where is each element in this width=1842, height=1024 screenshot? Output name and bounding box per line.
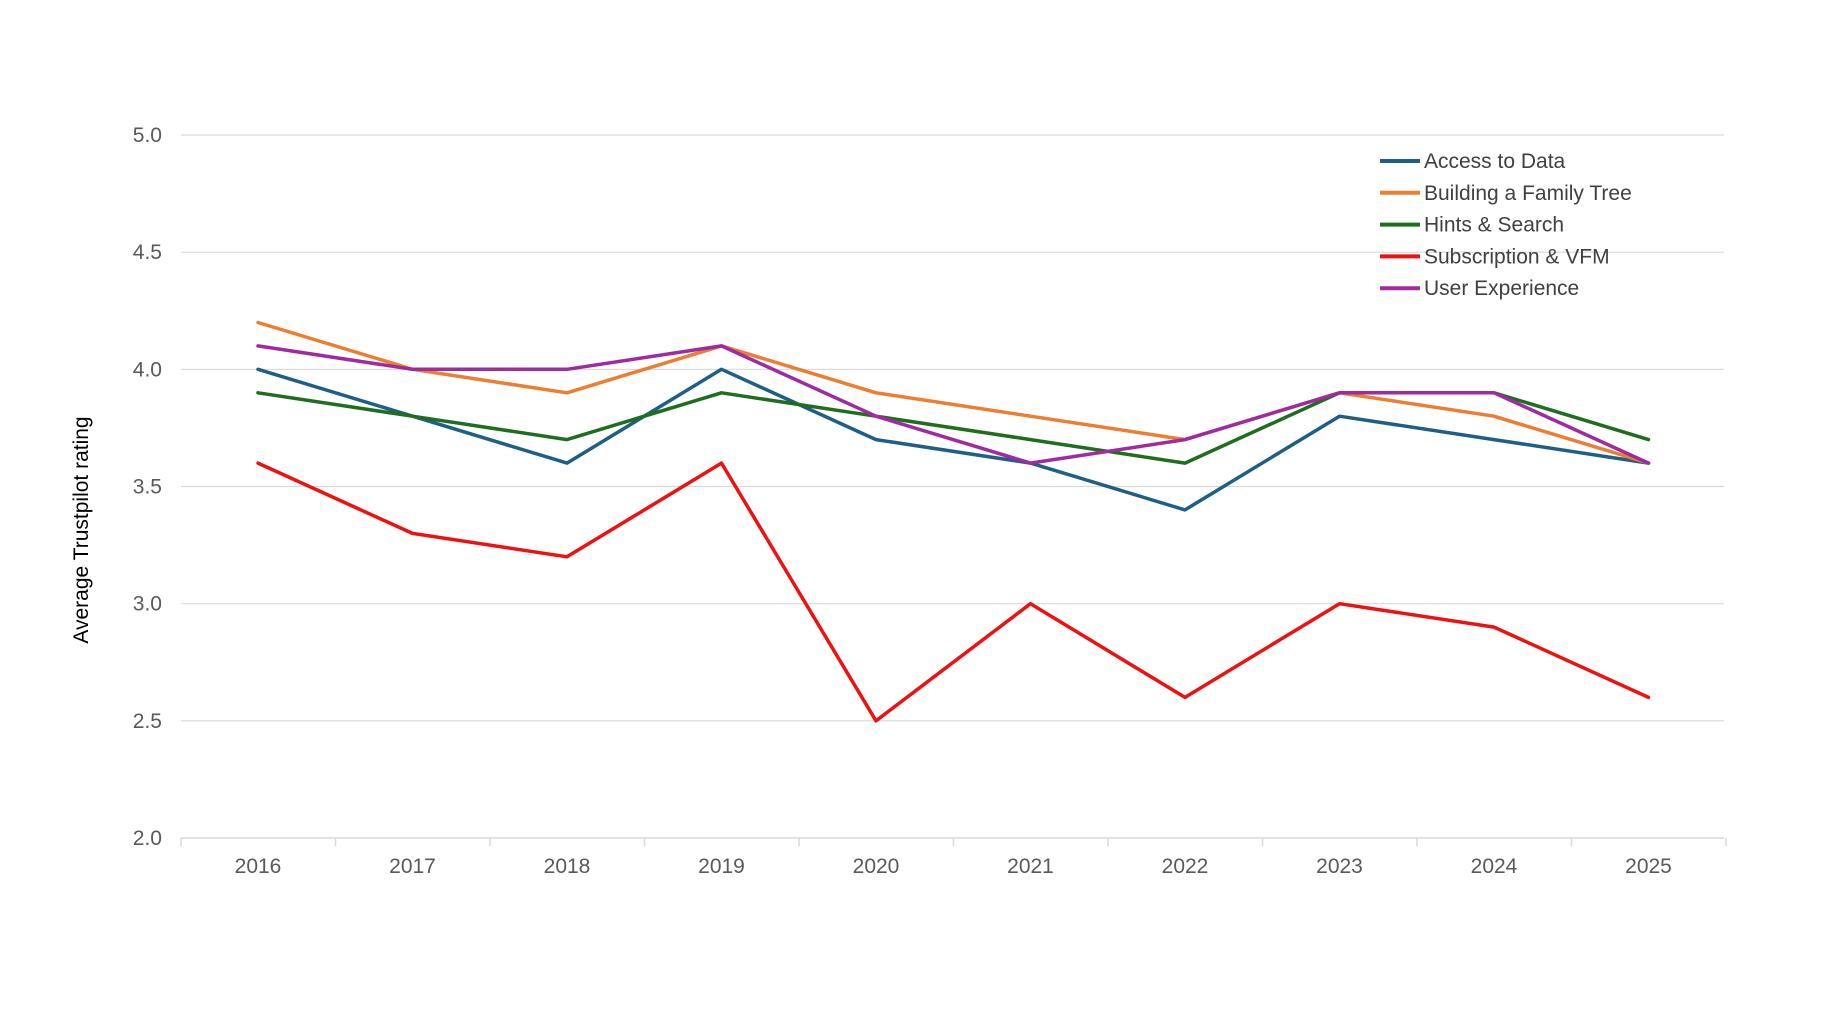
x-tick-label: 2019 <box>698 855 745 878</box>
y-axis-title: Average Trustpilot rating <box>70 416 93 643</box>
legend-label: Subscription & VFM <box>1424 245 1610 268</box>
x-tick-label: 2024 <box>1471 855 1518 878</box>
x-axis-tick-labels: 2016 2017 2018 2019 2020 2021 2022 2023 2024 2025 <box>235 855 1672 878</box>
y-tick-label: 5.0 <box>133 124 162 147</box>
y-tick-label: 4.0 <box>133 358 162 381</box>
x-tick-label: 2016 <box>235 855 282 878</box>
legend-item: Subscription & VFM <box>1380 245 1610 268</box>
x-tick-label: 2017 <box>389 855 436 878</box>
y-tick-label: 3.5 <box>133 476 162 499</box>
legend-item: Access to Data <box>1380 150 1566 173</box>
x-tick-label: 2021 <box>1007 855 1054 878</box>
x-tick-label: 2020 <box>853 855 900 878</box>
x-tick-label: 2025 <box>1625 855 1672 878</box>
y-tick-label: 2.5 <box>133 710 162 733</box>
y-tick-label: 3.0 <box>133 593 162 616</box>
y-axis-tick-labels: 2.0 2.5 3.0 3.5 4.0 4.5 5.0 <box>133 124 162 850</box>
x-axis <box>180 837 1727 846</box>
series-line-1 <box>256 367 1651 512</box>
legend-label: Access to Data <box>1424 150 1566 173</box>
legend-label: Building a Family Tree <box>1424 182 1632 205</box>
series-line-5 <box>256 344 1651 465</box>
series-lines <box>256 320 1651 723</box>
series-line-2 <box>256 320 1651 465</box>
legend-item: Building a Family Tree <box>1380 182 1632 205</box>
x-tick-label: 2023 <box>1316 855 1363 878</box>
series-line-4 <box>256 461 1651 723</box>
x-tick-label: 2022 <box>1162 855 1209 878</box>
legend-item: User Experience <box>1380 277 1579 300</box>
legend-item: Hints & Search <box>1380 214 1564 237</box>
legend-label: User Experience <box>1424 277 1579 300</box>
x-tick-label: 2018 <box>544 855 591 878</box>
y-tick-label: 4.5 <box>133 241 162 264</box>
y-tick-label: 2.0 <box>133 827 162 850</box>
legend: Access to Data Building a Family Tree Hint… <box>1380 150 1632 300</box>
legend-label: Hints & Search <box>1424 214 1564 237</box>
